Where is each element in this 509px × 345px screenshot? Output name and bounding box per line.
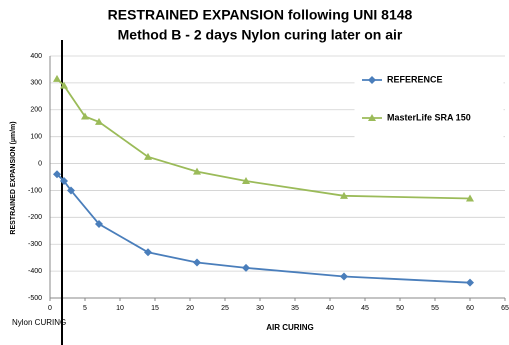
marker <box>466 194 474 202</box>
marker <box>242 263 250 272</box>
x-annotation: AIR CURING <box>266 323 314 332</box>
x-tick-label: 0 <box>48 305 52 312</box>
marker <box>144 152 152 160</box>
x-annotation: Nylon CURING <box>12 318 66 327</box>
y-tick-label: -400 <box>28 268 42 275</box>
x-tick-label: 40 <box>326 305 334 312</box>
chart-title: RESTRAINED EXPANSION following UNI 8148 <box>108 7 413 23</box>
marker <box>81 112 89 120</box>
x-tick-label: 50 <box>396 305 404 312</box>
legend-box <box>354 61 504 141</box>
x-tick-label: 45 <box>361 305 369 312</box>
chart-subtitle: Method B - 2 days Nylon curing later on … <box>118 27 403 43</box>
marker <box>242 177 250 185</box>
y-tick-label: 0 <box>38 160 42 167</box>
marker <box>60 81 68 89</box>
marker <box>67 186 75 195</box>
x-tick-label: 60 <box>466 305 474 312</box>
marker <box>368 114 376 121</box>
marker <box>193 167 201 175</box>
x-tick-label: 35 <box>291 305 299 312</box>
y-tick-label: -200 <box>28 214 42 221</box>
marker <box>53 74 61 82</box>
marker <box>95 220 103 229</box>
y-axis-label: RESTRAINED EXPANSION (µm/m) <box>10 121 17 234</box>
x-tick-label: 20 <box>186 305 194 312</box>
marker <box>60 177 68 186</box>
x-tick-label: 65 <box>501 305 509 312</box>
x-tick-label: 30 <box>256 305 264 312</box>
marker <box>340 272 348 281</box>
marker <box>466 278 474 287</box>
x-tick-label: 25 <box>221 305 229 312</box>
marker <box>368 76 376 84</box>
legend-label: MasterLife SRA 150 <box>387 112 471 122</box>
y-tick-label: -500 <box>28 295 42 302</box>
y-tick-label: 100 <box>30 134 42 141</box>
y-tick-label: -100 <box>28 187 42 194</box>
marker <box>340 191 348 199</box>
x-tick-label: 5 <box>83 305 87 312</box>
y-tick-label: 400 <box>30 53 42 60</box>
x-tick-label: 15 <box>151 305 159 312</box>
marker <box>193 258 201 267</box>
marker <box>53 170 61 179</box>
x-tick-label: 55 <box>431 305 439 312</box>
legend-label: REFERENCE <box>387 74 443 84</box>
x-tick-label: 10 <box>116 305 124 312</box>
y-tick-label: 200 <box>30 107 42 114</box>
y-tick-label: 300 <box>30 80 42 87</box>
y-tick-label: -300 <box>28 241 42 248</box>
marker <box>95 117 103 125</box>
marker <box>144 248 152 257</box>
